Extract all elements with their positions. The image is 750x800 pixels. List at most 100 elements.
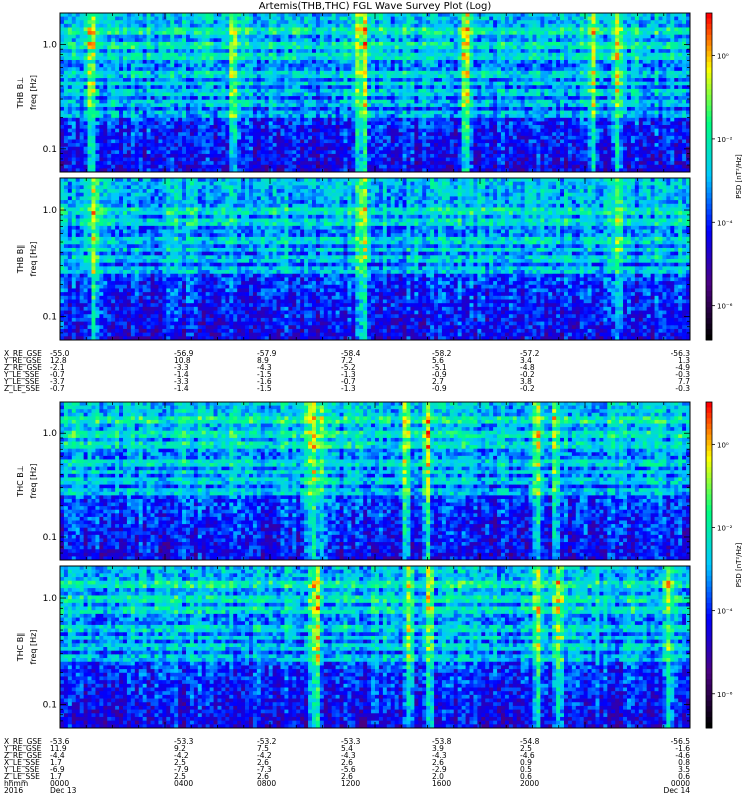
heatmap-cell [229, 63, 234, 68]
heatmap-cell [438, 96, 443, 101]
heatmap-cell [296, 121, 301, 126]
heatmap-cell [296, 164, 301, 169]
heatmap-cell [355, 59, 360, 64]
heatmap-cell [339, 146, 344, 151]
heatmap-cell [359, 96, 364, 101]
heatmap-cell [501, 27, 506, 32]
heatmap-cell [225, 56, 230, 61]
heatmap-cell [426, 81, 431, 86]
heatmap-cell [126, 45, 132, 50]
heatmap-cell [453, 27, 459, 32]
heatmap-cell [351, 168, 356, 173]
heatmap-cell [410, 74, 415, 79]
heatmap-cell [378, 114, 384, 119]
heatmap-cell [99, 92, 104, 97]
heatmap-cell [300, 13, 305, 18]
heatmap-cell [331, 74, 337, 79]
heatmap-cell [268, 157, 274, 162]
heatmap-cell [99, 27, 104, 32]
heatmap-cell [319, 153, 325, 158]
heatmap-cell [71, 96, 77, 101]
heatmap-cell [296, 117, 301, 122]
heatmap-cell [355, 92, 360, 97]
heatmap-cell [245, 70, 250, 75]
heatmap-cell [371, 161, 376, 166]
heatmap-cell [489, 67, 494, 72]
heatmap-cell [359, 110, 364, 115]
heatmap-cell [99, 143, 104, 148]
heatmap-cell [256, 146, 262, 151]
heatmap-cell [493, 52, 498, 57]
heatmap-cell [497, 49, 502, 54]
heatmap-cell [469, 117, 474, 122]
heatmap-cell [296, 78, 301, 83]
heatmap-cell [268, 81, 274, 86]
heatmap-cell [178, 13, 183, 18]
heatmap-cell [174, 20, 179, 25]
heatmap-cell [457, 103, 463, 108]
heatmap-cell [288, 74, 293, 79]
heatmap-cell [75, 78, 81, 83]
heatmap-cell [300, 78, 305, 83]
heatmap-cell [205, 70, 211, 75]
heatmap-cell [154, 143, 159, 148]
heatmap-cell [493, 132, 498, 137]
heatmap-cell [134, 59, 140, 64]
heatmap-cell [193, 52, 199, 57]
heatmap-cell [150, 168, 155, 173]
heatmap-cell [367, 31, 372, 36]
heatmap-cell [501, 88, 506, 93]
heatmap-cell [260, 85, 266, 90]
heatmap-cell [67, 74, 73, 79]
heatmap-cell [158, 81, 163, 86]
heatmap-cell [430, 52, 435, 57]
heatmap-cell [382, 85, 388, 90]
heatmap-cell [465, 59, 470, 64]
heatmap-cell [75, 153, 81, 158]
heatmap-cell [115, 56, 120, 61]
heatmap-cell [252, 31, 258, 36]
heatmap-cell [284, 16, 289, 21]
heatmap-cell [221, 85, 226, 90]
heatmap-cell [264, 150, 270, 155]
heatmap-cell [268, 92, 274, 97]
heatmap-cell [343, 81, 348, 86]
heatmap-cell [414, 161, 419, 166]
heatmap-cell [264, 81, 270, 86]
heatmap-cell [197, 114, 203, 119]
heatmap-cell [186, 125, 191, 130]
heatmap-cell [268, 45, 274, 50]
heatmap-cell [170, 139, 175, 144]
heatmap-cell [63, 74, 69, 79]
heatmap-cell [209, 110, 214, 115]
heatmap-cell [245, 106, 250, 111]
heatmap-cell [166, 106, 171, 111]
heatmap-cell [386, 125, 392, 130]
heatmap-cell [146, 117, 151, 122]
heatmap-cell [75, 103, 81, 108]
heatmap-cell [371, 99, 376, 104]
heatmap-cell [174, 161, 179, 166]
heatmap-cell [461, 157, 466, 162]
heatmap-cell [276, 31, 281, 36]
heatmap-cell [331, 143, 337, 148]
heatmap-cell [319, 125, 325, 130]
heatmap-cell [367, 106, 372, 111]
heatmap-cell [170, 164, 175, 169]
heatmap-cell [241, 106, 246, 111]
heatmap-cell [225, 81, 230, 86]
heatmap-cell [249, 85, 254, 90]
heatmap-cell [438, 41, 443, 46]
heatmap-cell [225, 34, 230, 39]
heatmap-cell [461, 99, 466, 104]
heatmap-cell [300, 81, 305, 86]
heatmap-cell [115, 161, 120, 166]
heatmap-cell [367, 38, 372, 43]
heatmap-cell [465, 27, 470, 32]
heatmap-cell [158, 34, 163, 39]
heatmap-cell [99, 157, 104, 162]
heatmap-cell [95, 150, 100, 155]
heatmap-cell [83, 157, 88, 162]
heatmap-cell [276, 88, 281, 93]
heatmap-cell [367, 103, 372, 108]
